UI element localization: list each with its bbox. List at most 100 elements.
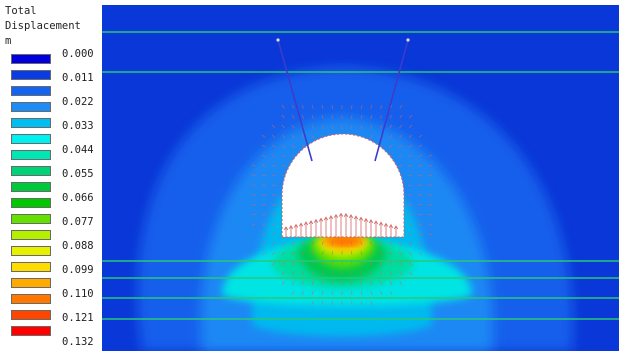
displacement-vector — [428, 154, 433, 157]
displacement-vector — [418, 213, 423, 216]
rock-bolt-right — [374, 39, 409, 162]
bolt-head-right — [406, 38, 410, 42]
displacement-vector — [331, 104, 333, 110]
displacement-vector — [301, 241, 305, 246]
displacement-vector — [271, 134, 276, 138]
invert-arrow-head — [388, 224, 394, 228]
legend-color-swatch — [11, 294, 51, 304]
displacement-vector — [408, 134, 413, 138]
displacement-vector — [398, 144, 403, 148]
displacement-vector — [291, 251, 295, 256]
legend-color-swatch — [11, 54, 51, 64]
displacement-vector — [370, 271, 373, 276]
displacement-vector — [321, 291, 324, 296]
displacement-vector — [261, 213, 266, 216]
invert-arrow-head — [283, 226, 289, 231]
displacement-vector — [261, 174, 266, 177]
displacement-vector — [418, 232, 423, 236]
displacement-vector — [428, 233, 433, 236]
displacement-vector — [261, 232, 266, 236]
displacement-vector — [380, 291, 383, 296]
legend-color-swatch — [11, 70, 51, 80]
displacement-vector — [418, 242, 423, 246]
legend-title-line-2: Displacement — [5, 20, 81, 32]
displacement-vector — [331, 124, 333, 130]
invert-arrow-head — [298, 222, 304, 227]
displacement-vector — [261, 223, 266, 226]
displacement-vector — [251, 223, 256, 226]
legend-color-swatch — [11, 278, 51, 288]
displacement-vector — [261, 164, 266, 167]
displacement-vector — [291, 104, 295, 109]
invert-arrow-head — [333, 213, 339, 218]
displacement-vector — [321, 281, 324, 286]
displacement-vector — [389, 261, 393, 266]
invert-arrow-head — [378, 221, 384, 226]
displacement-vector — [399, 104, 403, 109]
displacement-vector — [271, 124, 276, 129]
legend-color-swatch — [11, 326, 51, 336]
invert-arrow-head — [313, 218, 319, 223]
displacement-contour-plot[interactable] — [102, 5, 619, 351]
displacement-vector — [331, 280, 333, 286]
displacement-vector — [418, 174, 423, 177]
displacement-vector — [321, 241, 324, 246]
displacement-vector — [281, 104, 285, 109]
displacement-vector — [271, 261, 276, 266]
displacement-vector — [418, 223, 423, 226]
displacement-vector — [369, 134, 373, 139]
displacement-vector — [428, 213, 433, 216]
displacement-vector — [321, 301, 324, 306]
displacement-vector — [408, 232, 413, 236]
displacement-vector — [350, 241, 353, 246]
displacement-vector — [281, 281, 285, 286]
displacement-vector — [360, 261, 363, 266]
displacement-vector — [360, 281, 363, 286]
displacement-vector — [281, 144, 286, 148]
displacement-vector — [311, 261, 314, 266]
legend-tick: 0.077 — [62, 216, 94, 228]
legend-color-swatch — [11, 230, 51, 240]
displacement-vector — [261, 184, 267, 186]
displacement-vector — [360, 114, 363, 119]
displacement-vector — [271, 174, 276, 177]
displacement-vector — [398, 164, 403, 168]
displacement-vector — [428, 174, 433, 177]
displacement-vector — [261, 242, 266, 246]
displacement-vector — [389, 124, 393, 129]
displacement-vector — [301, 271, 305, 276]
legend-tick: 0.033 — [62, 120, 94, 132]
displacement-vector — [407, 204, 413, 206]
displacement-vector — [321, 114, 324, 119]
displacement-vector — [379, 251, 383, 256]
invert-arrow-head — [293, 223, 299, 228]
legend-unit: m — [5, 35, 12, 47]
displacement-vector — [360, 241, 363, 246]
displacement-vector — [301, 104, 305, 109]
displacement-vector — [321, 104, 324, 109]
displacement-vector — [369, 251, 373, 256]
displacement-vector — [388, 144, 393, 149]
invert-arrow-head — [303, 221, 309, 226]
rock-bolts — [276, 38, 410, 162]
displacement-vector — [389, 134, 393, 139]
invert-arrow-head — [368, 219, 374, 224]
displacement-vector — [399, 124, 403, 129]
displacement-vector — [321, 124, 324, 129]
invert-arrow-head — [348, 214, 354, 219]
displacement-vector — [398, 251, 403, 256]
legend-tick: 0.132 — [62, 336, 94, 348]
legend-color-swatch — [11, 134, 51, 144]
legend-tick: 0.055 — [62, 168, 94, 180]
displacement-vector — [428, 164, 433, 167]
displacement-vector — [409, 114, 413, 119]
invert-arrow-head — [328, 215, 334, 220]
legend-tick: 0.066 — [62, 192, 94, 204]
displacement-vector — [301, 114, 305, 119]
displacement-vector — [389, 291, 393, 296]
displacement-vector — [370, 301, 373, 306]
displacement-vector — [291, 124, 295, 129]
displacement-vector — [291, 271, 295, 276]
tunnel-excavation — [281, 133, 405, 238]
displacement-vector — [281, 164, 286, 168]
